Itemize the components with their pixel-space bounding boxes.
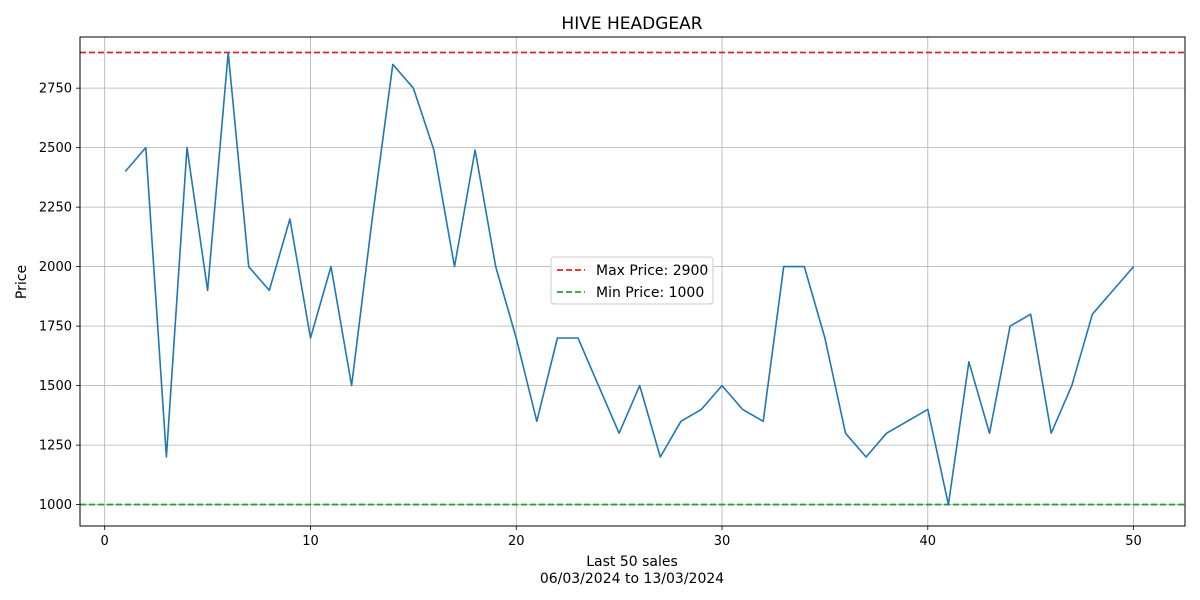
y-tick-label: 1000	[39, 498, 72, 513]
legend-max-label: Max Price: 2900	[596, 263, 708, 279]
x-tick-label: 0	[101, 534, 109, 549]
y-tick-label: 2000	[39, 260, 72, 275]
y-tick-label: 1750	[39, 320, 72, 335]
price-series-line	[124, 51, 1135, 506]
plot-frame	[79, 36, 1186, 527]
y-tick-label: 1250	[39, 439, 72, 454]
y-tick-label: 2250	[39, 201, 72, 216]
x-axis-ticks: 0 10 20 30 40 50	[101, 526, 1142, 549]
chart-title: HIVE HEADGEAR	[561, 14, 702, 34]
y-axis-label: Price	[14, 265, 30, 299]
y-axis-ticks: 1000 1250 1500 1750 2000 2250 2500 2750	[39, 82, 80, 513]
x-tick-label: 40	[920, 534, 937, 549]
x-tick-label: 10	[302, 534, 319, 549]
x-tick-label: 20	[508, 534, 525, 549]
y-tick-label: 1500	[39, 379, 72, 394]
y-tick-label: 2500	[39, 141, 72, 156]
legend: Max Price: 2900 Min Price: 1000	[550, 256, 714, 305]
legend-box	[550, 256, 714, 305]
reference-lines	[80, 51, 1185, 506]
x-tick-label: 50	[1125, 534, 1142, 549]
x-axis-label-line2: 06/03/2024 to 13/03/2024	[540, 571, 724, 587]
x-axis-label-line1: Last 50 sales	[586, 554, 678, 570]
series-lines	[124, 51, 1135, 506]
x-tick-label: 30	[714, 534, 731, 549]
y-tick-label: 2750	[39, 82, 72, 97]
legend-min-label: Min Price: 1000	[596, 285, 704, 301]
